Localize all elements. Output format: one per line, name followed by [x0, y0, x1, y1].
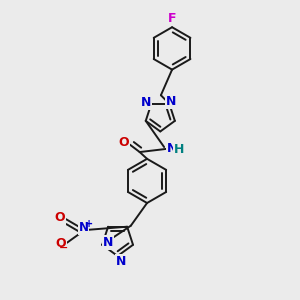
- Text: N: N: [166, 95, 176, 108]
- Text: F: F: [168, 13, 176, 26]
- Text: −: −: [59, 243, 69, 253]
- Text: N: N: [79, 220, 88, 234]
- Text: H: H: [174, 142, 184, 156]
- Text: +: +: [85, 219, 93, 229]
- Text: N: N: [103, 236, 113, 249]
- Text: N: N: [167, 142, 177, 155]
- Text: N: N: [116, 255, 126, 268]
- Text: O: O: [55, 237, 66, 250]
- Text: O: O: [119, 136, 129, 149]
- Text: O: O: [54, 211, 65, 224]
- Text: N: N: [141, 96, 151, 110]
